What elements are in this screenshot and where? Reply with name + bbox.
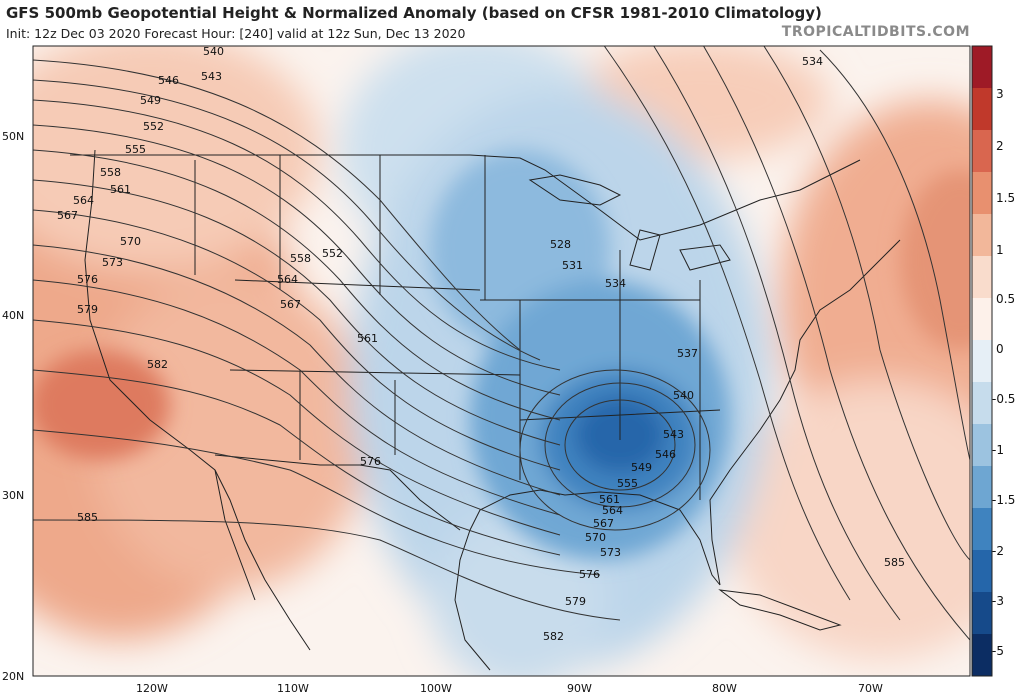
svg-text:561: 561 [599, 493, 620, 506]
svg-text:564: 564 [73, 194, 94, 207]
svg-text:110W: 110W [277, 682, 309, 695]
svg-text:549: 549 [631, 461, 652, 474]
map-frame [32, 45, 971, 677]
svg-text:564: 564 [602, 504, 623, 517]
svg-text:540: 540 [203, 45, 224, 58]
colorbar-swatch [972, 256, 992, 299]
svg-text:582: 582 [543, 630, 564, 643]
svg-text:1.5: 1.5 [996, 191, 1015, 205]
svg-text:540: 540 [673, 389, 694, 402]
svg-text:552: 552 [322, 247, 343, 260]
colorbar-labels: 3 2 1.5 1 0.5 0 -0.5 -1 -1.5 -2 -3 -5 [992, 87, 1015, 658]
contour-labels: 540 543 546 549 552 555 558 561 564 567 … [57, 45, 905, 643]
svg-text:-5: -5 [992, 644, 1004, 658]
colorbar-swatch [972, 172, 992, 215]
svg-text:561: 561 [110, 183, 131, 196]
svg-text:70W: 70W [858, 682, 883, 695]
svg-text:558: 558 [100, 166, 121, 179]
svg-text:1: 1 [996, 243, 1004, 257]
svg-text:-2: -2 [992, 544, 1004, 558]
svg-text:576: 576 [360, 455, 381, 468]
svg-text:40N: 40N [2, 309, 24, 322]
colorbar-swatch [972, 466, 992, 509]
svg-text:0: 0 [996, 342, 1004, 356]
colorbar-swatch [972, 634, 992, 677]
svg-text:543: 543 [201, 70, 222, 83]
svg-text:585: 585 [77, 511, 98, 524]
colorbar-frame [971, 45, 993, 677]
svg-text:555: 555 [617, 477, 638, 490]
svg-text:534: 534 [802, 55, 823, 68]
svg-text:528: 528 [550, 238, 571, 251]
colorbar-swatch [972, 88, 992, 131]
map-subtitle: Init: 12z Dec 03 2020 Forecast Hour: [24… [6, 26, 466, 41]
colorbar-swatch [972, 340, 992, 383]
svg-text:3: 3 [996, 87, 1004, 101]
colorbar-swatch [972, 424, 992, 467]
svg-text:573: 573 [102, 256, 123, 269]
svg-text:531: 531 [562, 259, 583, 272]
svg-text:537: 537 [677, 347, 698, 360]
svg-text:80W: 80W [712, 682, 737, 695]
svg-text:579: 579 [565, 595, 586, 608]
svg-text:585: 585 [884, 556, 905, 569]
svg-text:100W: 100W [420, 682, 452, 695]
svg-text:564: 564 [277, 273, 298, 286]
latitude-labels: 50N 40N 30N 20N [2, 130, 24, 683]
svg-text:-1.5: -1.5 [992, 493, 1015, 507]
colorbar-swatch [972, 382, 992, 425]
svg-text:567: 567 [593, 517, 614, 530]
svg-text:-1: -1 [992, 443, 1004, 457]
svg-text:534: 534 [605, 277, 626, 290]
svg-text:561: 561 [357, 332, 378, 345]
svg-text:576: 576 [77, 273, 98, 286]
colorbar-swatch [972, 298, 992, 341]
svg-text:570: 570 [585, 531, 606, 544]
svg-text:543: 543 [663, 428, 684, 441]
svg-text:567: 567 [57, 209, 78, 222]
svg-text:579: 579 [77, 303, 98, 316]
svg-text:555: 555 [125, 143, 146, 156]
anomaly-shading [33, 46, 970, 676]
svg-text:549: 549 [140, 94, 161, 107]
brand-watermark: TROPICALTIDBITS.COM [781, 24, 970, 40]
svg-text:576: 576 [579, 568, 600, 581]
svg-text:-0.5: -0.5 [992, 392, 1015, 406]
colorbar [971, 45, 993, 677]
svg-text:0.5: 0.5 [996, 292, 1015, 306]
political-boundaries [70, 149, 901, 671]
svg-text:546: 546 [655, 448, 676, 461]
svg-text:20N: 20N [2, 670, 24, 683]
longitude-labels: 120W 110W 100W 90W 80W 70W [136, 682, 883, 695]
svg-text:546: 546 [158, 74, 179, 87]
svg-text:2: 2 [996, 139, 1004, 153]
svg-text:573: 573 [600, 546, 621, 559]
svg-text:-3: -3 [992, 594, 1004, 608]
svg-text:570: 570 [120, 235, 141, 248]
svg-text:90W: 90W [567, 682, 592, 695]
colorbar-swatch [972, 592, 992, 635]
colorbar-swatch [972, 130, 992, 173]
svg-text:50N: 50N [2, 130, 24, 143]
svg-text:582: 582 [147, 358, 168, 371]
colorbar-swatch [972, 46, 992, 89]
colorbar-swatch [972, 508, 992, 551]
colorbar-swatch [972, 214, 992, 257]
svg-text:552: 552 [143, 120, 164, 133]
map-title: GFS 500mb Geopotential Height & Normaliz… [6, 4, 822, 22]
svg-text:30N: 30N [2, 489, 24, 502]
svg-text:567: 567 [280, 298, 301, 311]
height-contours [33, 46, 970, 641]
colorbar-swatch [972, 550, 992, 593]
svg-text:558: 558 [290, 252, 311, 265]
svg-text:120W: 120W [136, 682, 168, 695]
